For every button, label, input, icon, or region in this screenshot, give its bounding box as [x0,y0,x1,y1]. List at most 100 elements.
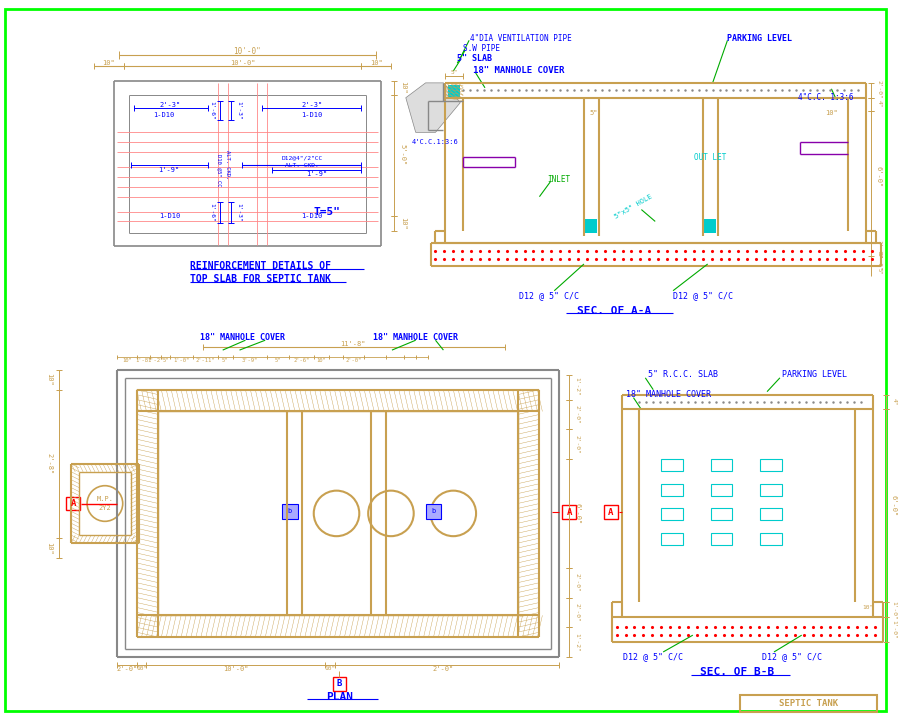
Text: 5": 5" [451,71,458,76]
Text: b: b [288,508,292,514]
Text: 2'-0": 2'-0" [877,81,881,99]
Text: 4"DIA VENTILATION PIPE: 4"DIA VENTILATION PIPE [470,34,572,42]
Text: 5": 5" [163,359,169,364]
Text: 10": 10" [400,81,406,94]
Text: 2'-0": 2'-0" [346,359,362,364]
Text: 5" R.C.C. SLAB: 5" R.C.C. SLAB [648,370,718,379]
Bar [662,508,683,521]
Text: 1'-9": 1'-9" [306,171,328,177]
Bar [604,505,617,519]
Bar [760,534,782,545]
Polygon shape [406,83,460,132]
Text: 10": 10" [47,374,52,386]
Text: PLAN: PLAN [326,691,353,701]
Text: D12 @ 5" C/C: D12 @ 5" C/C [519,291,580,300]
Text: 10": 10" [103,60,115,66]
Text: 4": 4" [877,100,881,107]
Bar [704,220,716,233]
Text: M.P.: M.P. [96,495,113,502]
Text: ALT. CKD.: ALT. CKD. [285,163,319,168]
Text: SEC. OF B-B: SEC. OF B-B [700,667,775,677]
Text: 1'-3": 1'-3" [236,102,241,120]
Text: 10": 10" [122,359,131,364]
Text: B: B [337,679,342,688]
Text: A: A [608,508,614,517]
Text: D10 @5" CC: D10 @5" CC [216,153,221,186]
Text: 2'-3": 2'-3" [159,102,181,108]
Text: 1'-0": 1'-0" [877,252,881,271]
Text: 2'-0": 2'-0" [574,435,580,454]
Bar [426,503,441,519]
Text: TOP SLAB FOR SEPTIC TANK: TOP SLAB FOR SEPTIC TANK [190,274,331,284]
Text: 10": 10" [136,666,148,671]
Text: 18" MANHOLE COVER: 18" MANHOLE COVER [626,390,710,399]
Text: 1'-2": 1'-2" [574,377,580,396]
Text: PARKING LEVEL: PARKING LEVEL [727,34,793,42]
Text: 1-D10: 1-D10 [153,112,174,117]
Text: 4'C.C.1:3:6: 4'C.C.1:3:6 [412,139,459,145]
Text: A: A [70,499,76,508]
Text: 2'-0": 2'-0" [574,603,580,622]
Bar [711,508,733,521]
Text: REINFORCEMENT DETAILS OF: REINFORCEMENT DETAILS OF [190,261,331,271]
Text: OUT LET: OUT LET [695,153,727,161]
Text: SEC. OF A-A: SEC. OF A-A [577,305,651,315]
Text: 5": 5" [590,109,598,116]
Text: 2'-0": 2'-0" [433,666,454,672]
Text: D12@4"/2"CC: D12@4"/2"CC [282,156,322,161]
Text: 1'-2": 1'-2" [148,359,164,364]
Text: 10": 10" [400,217,406,230]
Text: 2'-0": 2'-0" [574,405,580,424]
Bar [448,85,460,96]
Text: SEPTIC TANK: SEPTIC TANK [779,699,838,708]
Bar [760,459,782,471]
Text: D12 @ 5" C/C: D12 @ 5" C/C [761,652,822,662]
Text: 10": 10" [862,605,874,610]
Text: 10": 10" [47,541,52,554]
Text: D12 @ 5" C/C: D12 @ 5" C/C [672,291,733,300]
Bar [282,503,298,519]
Bar [711,459,733,471]
Text: 1'-9": 1'-9" [158,167,180,173]
Bar [333,677,346,690]
Text: 1'-3": 1'-3" [236,203,241,222]
Text: INLET: INLET [547,176,571,184]
Bar [662,459,683,471]
Text: 1'-6": 1'-6" [210,203,214,222]
Bar [711,484,733,495]
Text: 1-D10: 1-D10 [302,214,322,220]
Text: 5" SLAB: 5" SLAB [457,53,492,63]
Text: 10'-0": 10'-0" [234,47,261,55]
Text: D12 @ 5" C/C: D12 @ 5" C/C [623,652,683,662]
Text: 10": 10" [324,666,335,671]
Text: 1'-0": 1'-0" [877,240,881,258]
Bar [741,695,877,712]
Text: PARKING LEVEL: PARKING LEVEL [782,370,847,379]
Text: 18" MANHOLE COVER: 18" MANHOLE COVER [374,333,458,342]
Text: 3'-9": 3'-9" [242,359,258,364]
Bar [67,497,80,510]
Text: 1-D10: 1-D10 [159,214,181,220]
Text: 2'-8": 2'-8" [47,454,52,474]
Text: 10'-0": 10'-0" [223,666,248,672]
Text: S.W PIPE: S.W PIPE [464,44,500,53]
Text: 5": 5" [274,359,282,364]
Text: 1'-0": 1'-0" [891,620,896,639]
Text: 10": 10" [825,109,838,116]
Text: 6'-0": 6'-0" [876,166,882,187]
Text: 1'-8": 1'-8" [135,359,151,364]
Text: 1'-0": 1'-0" [891,601,896,620]
Text: 1'-2": 1'-2" [574,633,580,652]
Text: 2'-0": 2'-0" [116,666,138,672]
Text: ALT. CKD.: ALT. CKD. [225,150,230,180]
Text: 4": 4" [891,398,896,405]
Text: A: A [566,508,572,517]
Text: 18" MANHOLE COVER: 18" MANHOLE COVER [473,66,564,74]
Text: 1'-0": 1'-0" [174,359,190,364]
Text: 10": 10" [316,359,326,364]
Text: 11'-8": 11'-8" [340,341,366,347]
Text: 4'-0": 4'-0" [899,495,900,516]
Text: 18" MANHOLE COVER: 18" MANHOLE COVER [200,333,285,342]
Text: 6'-0": 6'-0" [891,495,896,516]
Text: 1'-6": 1'-6" [210,102,214,120]
